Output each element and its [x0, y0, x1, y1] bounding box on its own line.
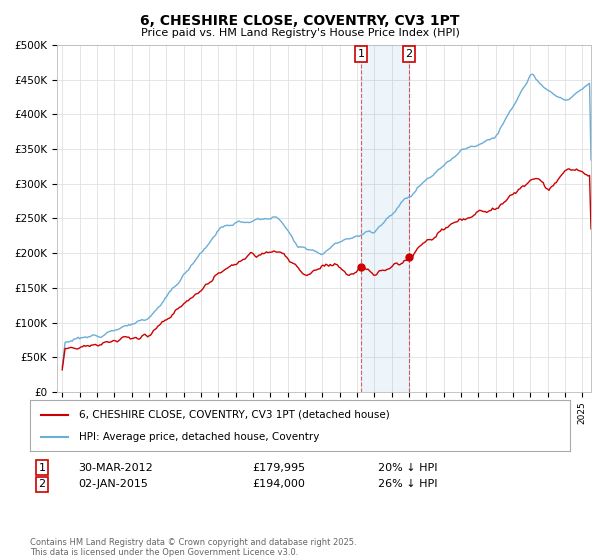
Text: £179,995: £179,995 [252, 463, 305, 473]
Text: £194,000: £194,000 [252, 479, 305, 489]
Bar [361, 45, 409, 392]
Text: Contains HM Land Registry data © Crown copyright and database right 2025.
This d: Contains HM Land Registry data © Crown c… [30, 538, 356, 557]
Text: 2: 2 [38, 479, 46, 489]
Text: 26% ↓ HPI: 26% ↓ HPI [378, 479, 437, 489]
Text: Price paid vs. HM Land Registry's House Price Index (HPI): Price paid vs. HM Land Registry's House … [140, 28, 460, 38]
Text: 1: 1 [358, 49, 365, 59]
Text: 1: 1 [38, 463, 46, 473]
Text: 20% ↓ HPI: 20% ↓ HPI [378, 463, 437, 473]
Text: 02-JAN-2015: 02-JAN-2015 [78, 479, 148, 489]
Text: 30-MAR-2012: 30-MAR-2012 [78, 463, 153, 473]
Text: 6, CHESHIRE CLOSE, COVENTRY, CV3 1PT: 6, CHESHIRE CLOSE, COVENTRY, CV3 1PT [140, 14, 460, 28]
Text: 6, CHESHIRE CLOSE, COVENTRY, CV3 1PT (detached house): 6, CHESHIRE CLOSE, COVENTRY, CV3 1PT (de… [79, 409, 389, 419]
Text: HPI: Average price, detached house, Coventry: HPI: Average price, detached house, Cove… [79, 432, 319, 442]
Text: 2: 2 [406, 49, 413, 59]
